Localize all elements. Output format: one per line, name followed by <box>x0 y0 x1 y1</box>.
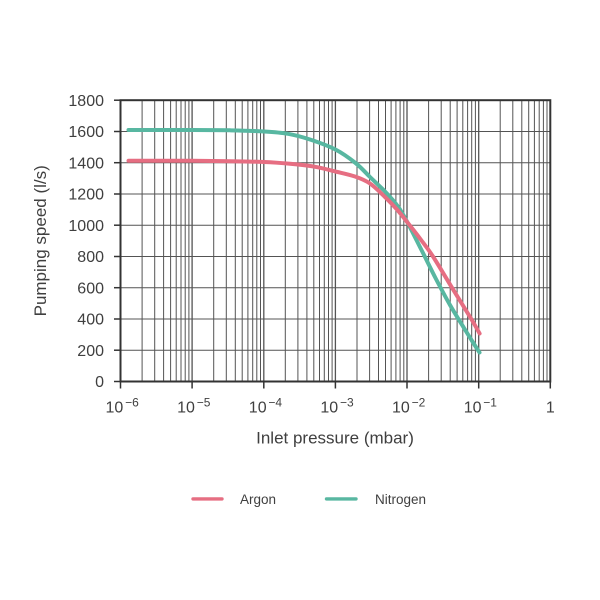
svg-text:200: 200 <box>77 343 104 360</box>
svg-text:1600: 1600 <box>68 124 104 141</box>
svg-text:0: 0 <box>95 374 104 391</box>
svg-text:800: 800 <box>77 249 104 266</box>
svg-text:10: 10 <box>392 400 410 417</box>
svg-text:Nitrogen: Nitrogen <box>375 492 426 507</box>
svg-text:Inlet pressure (mbar): Inlet pressure (mbar) <box>256 429 414 448</box>
svg-text:−2: −2 <box>412 396 426 410</box>
svg-text:1200: 1200 <box>68 187 104 204</box>
svg-text:10: 10 <box>249 400 267 417</box>
svg-text:−6: −6 <box>125 396 139 410</box>
svg-text:10: 10 <box>320 400 338 417</box>
svg-text:1: 1 <box>546 400 555 417</box>
svg-text:−4: −4 <box>268 396 282 410</box>
svg-text:1800: 1800 <box>68 93 104 110</box>
svg-text:1400: 1400 <box>68 155 104 172</box>
svg-text:600: 600 <box>77 280 104 297</box>
svg-text:−3: −3 <box>340 396 354 410</box>
svg-text:Argon: Argon <box>240 492 276 507</box>
svg-text:10: 10 <box>106 400 124 417</box>
svg-text:10: 10 <box>177 400 195 417</box>
svg-text:Pumping speed (l/s): Pumping speed (l/s) <box>31 165 50 316</box>
svg-text:−5: −5 <box>197 396 211 410</box>
svg-text:400: 400 <box>77 312 104 329</box>
svg-text:1000: 1000 <box>68 218 104 235</box>
svg-text:−1: −1 <box>483 396 497 410</box>
svg-text:10: 10 <box>464 400 482 417</box>
